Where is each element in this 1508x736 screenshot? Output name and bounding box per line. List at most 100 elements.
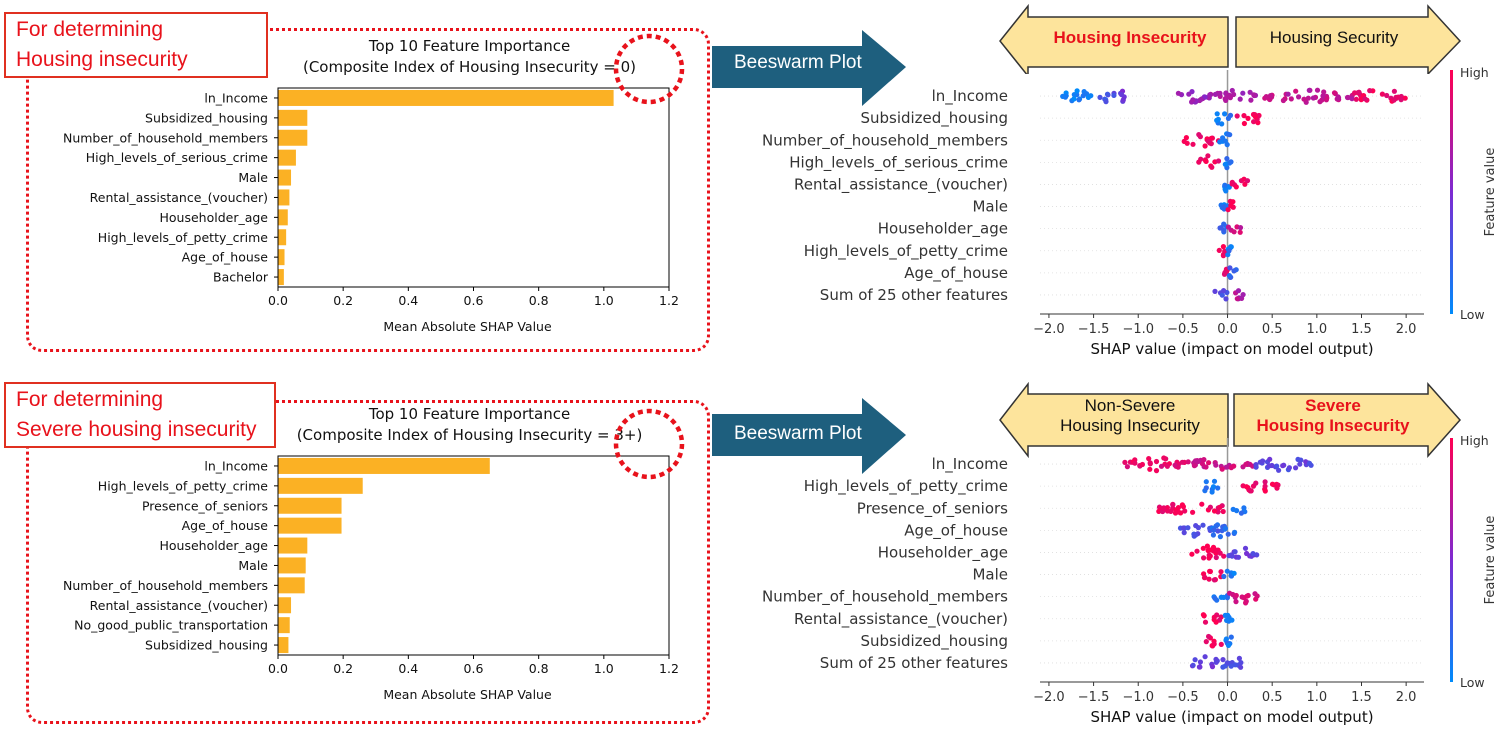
shap-point — [1227, 590, 1233, 596]
bar — [278, 269, 284, 286]
bar — [278, 109, 308, 126]
shap-point — [1124, 464, 1130, 470]
shap-point — [1201, 457, 1207, 463]
shap-point — [1211, 577, 1217, 583]
beeswarm-arrow-shape — [712, 398, 906, 474]
shap-point — [1233, 184, 1239, 190]
shap-point — [1296, 94, 1302, 100]
shap-point — [1237, 225, 1244, 231]
feature-label: ln_Income — [932, 455, 1008, 474]
shap-point — [1074, 88, 1080, 94]
category-label: Rental_assistance_(voucher) — [90, 598, 268, 613]
shap-point — [1324, 95, 1330, 101]
beeswarm-chart: ln_Income High_levels_of_petty_crime Prese… — [762, 433, 1498, 726]
shap-point — [1170, 502, 1176, 508]
bar — [278, 477, 363, 494]
shap-point — [1226, 273, 1232, 279]
shap-point — [1215, 116, 1221, 122]
shap-point — [1242, 181, 1248, 187]
shap-point — [1232, 549, 1238, 555]
beeswarm-arrow — [712, 398, 906, 474]
shap-point — [1200, 612, 1206, 618]
x-tick-label: 0.5 — [1262, 690, 1283, 705]
feature-label: High_levels_of_petty_crime — [804, 477, 1008, 496]
shap-point — [1233, 592, 1239, 599]
shap-point — [1274, 485, 1280, 491]
bar — [278, 597, 292, 614]
panel-label-line-2: Housing insecurity — [16, 48, 188, 71]
shap-point — [1217, 90, 1223, 96]
shap-point — [1391, 97, 1397, 103]
x-tick-label: 0.0 — [268, 293, 288, 308]
shap-point — [1218, 569, 1224, 575]
shap-point — [1398, 97, 1404, 103]
shap-point — [1251, 92, 1257, 98]
x-tick-label: 0.4 — [398, 661, 418, 676]
shap-point — [1305, 95, 1311, 101]
shap-point — [1206, 576, 1212, 582]
feature-label: ln_Income — [932, 87, 1008, 106]
shap-point — [1195, 525, 1201, 531]
shap-point — [1367, 88, 1373, 94]
shap-point — [1153, 458, 1160, 465]
bar — [278, 457, 490, 474]
shap-point — [1120, 97, 1126, 103]
shap-point — [1297, 461, 1303, 467]
shap-point — [1197, 664, 1203, 670]
shap-point — [1238, 664, 1244, 670]
bar — [278, 577, 305, 594]
shap-point — [1240, 90, 1246, 96]
x-tick-label: −0.5 — [1167, 322, 1199, 337]
x-tick-label: 0.6 — [464, 293, 484, 308]
shap-point — [1179, 502, 1185, 508]
shap-point — [1209, 489, 1215, 495]
beeswarm-plot-label: Beeswarm Plot — [734, 52, 862, 73]
shap-point — [1293, 88, 1299, 94]
shap-point — [1248, 97, 1254, 103]
shap-point — [1132, 460, 1138, 466]
shap-point — [1196, 132, 1202, 138]
shap-point — [1228, 244, 1234, 250]
shap-point — [1207, 92, 1213, 98]
bar — [278, 537, 308, 554]
chart-subtitle: (Composite Index of Housing Insecurity =… — [297, 426, 643, 444]
bar-chart-frame — [26, 400, 710, 724]
shap-point — [1269, 481, 1276, 487]
shap-point — [1219, 121, 1225, 127]
shap-point — [1211, 527, 1217, 533]
shap-point — [1220, 253, 1226, 259]
shap-point — [1344, 94, 1351, 101]
x-tick-label: −2.0 — [1033, 322, 1065, 337]
shap-point — [1225, 642, 1232, 648]
shap-point — [1210, 484, 1217, 490]
shap-point — [1221, 553, 1227, 559]
x-tick-label: −1.5 — [1078, 322, 1110, 337]
colorbar — [1450, 438, 1453, 682]
shap-point — [1203, 464, 1209, 470]
shap-point — [1205, 138, 1211, 144]
shap-point — [1207, 547, 1213, 553]
right-arrow-label: Severe Housing Insecurity — [1236, 396, 1430, 436]
feature-label: Number_of_household_members — [762, 131, 1008, 150]
shap-point — [1186, 91, 1192, 97]
bar — [278, 149, 296, 166]
x-tick-label: −2.0 — [1033, 690, 1065, 705]
shap-point — [1215, 528, 1221, 534]
shap-point — [1231, 91, 1237, 98]
shap-point — [1203, 485, 1209, 491]
shap-point — [1353, 96, 1359, 102]
shap-point — [1244, 550, 1250, 557]
feature-label: High_levels_of_petty_crime — [804, 242, 1008, 261]
shap-point — [1236, 655, 1242, 661]
x-tick-label: 1.0 — [594, 661, 614, 676]
shap-point — [1199, 501, 1205, 507]
bar — [278, 89, 614, 106]
shap-point — [1103, 99, 1109, 105]
shap-point — [1320, 93, 1326, 99]
shap-point — [1335, 94, 1341, 100]
category-label: Age_of_house — [182, 518, 269, 533]
shap-point — [1215, 158, 1222, 164]
bar — [278, 129, 308, 146]
shap-point — [1267, 93, 1274, 99]
shap-point — [1225, 252, 1231, 258]
